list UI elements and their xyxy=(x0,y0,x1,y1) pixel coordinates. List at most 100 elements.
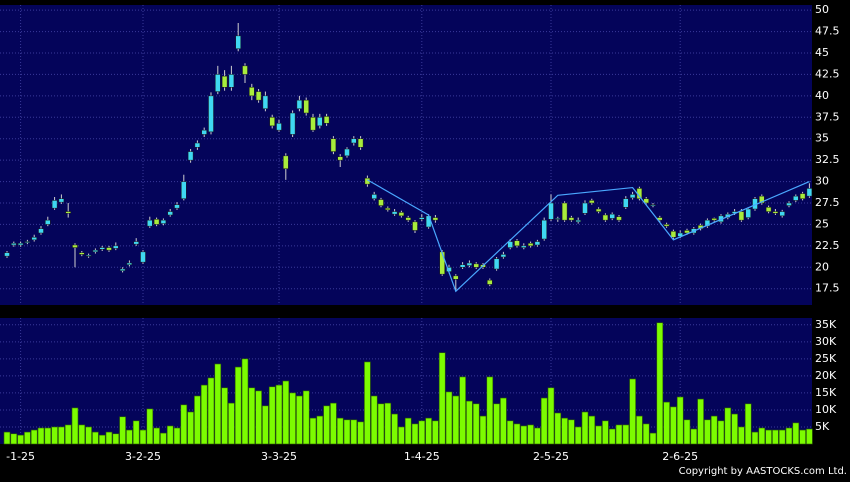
candle-body xyxy=(616,216,622,221)
candle-body xyxy=(194,142,201,148)
candle-body xyxy=(609,213,615,219)
y-tick-label: 30 xyxy=(815,175,829,188)
volume-bar xyxy=(384,402,392,445)
volume-bar xyxy=(459,376,466,445)
volume-bar xyxy=(615,424,623,445)
volume-bar xyxy=(744,403,752,445)
volume-bar xyxy=(289,392,296,445)
candle-body xyxy=(85,255,92,257)
candle-body xyxy=(575,219,581,223)
candle-body xyxy=(38,228,44,234)
volume-bar xyxy=(663,401,670,445)
candle-body xyxy=(228,74,235,88)
candle-body xyxy=(459,264,466,268)
candle-body xyxy=(351,138,357,144)
candle-body xyxy=(58,198,65,203)
volume-bar xyxy=(350,419,358,445)
candle-body xyxy=(500,254,507,258)
trend-line xyxy=(367,179,810,293)
candle-body xyxy=(650,204,656,206)
volume-bar xyxy=(302,390,310,445)
volume-bar xyxy=(44,427,52,445)
volume-bar xyxy=(221,387,228,445)
volume-bar xyxy=(595,425,602,445)
candle-body xyxy=(555,218,561,220)
candle-body xyxy=(208,95,214,133)
candle-body xyxy=(568,217,575,221)
volume-bar xyxy=(153,427,160,445)
volume-bar xyxy=(642,423,650,445)
volume-bar xyxy=(445,391,453,445)
y-tick-label: 50 xyxy=(815,3,829,16)
y-tick-label: 27.5 xyxy=(815,196,840,209)
candle-body xyxy=(684,230,690,234)
volume-bar xyxy=(112,433,120,445)
volume-bar xyxy=(799,429,806,445)
volume-bar xyxy=(132,420,140,445)
volume-bar xyxy=(160,432,167,445)
volume-bar xyxy=(262,405,269,445)
candle-body xyxy=(765,207,772,212)
candle-body xyxy=(51,200,58,209)
candle-body xyxy=(521,245,527,248)
y-tick-label: 25 xyxy=(815,217,829,230)
candle-body xyxy=(181,181,187,199)
candle-body xyxy=(629,194,636,199)
candle-body xyxy=(623,198,629,208)
y-tick-label: 22.5 xyxy=(815,239,840,252)
volume-bar xyxy=(710,415,718,445)
y-tick-label: 35 xyxy=(815,132,829,145)
volume-bar xyxy=(452,395,460,445)
y-tick-label: 37.5 xyxy=(815,110,840,123)
volume-bar xyxy=(486,376,494,445)
volume-bar xyxy=(105,431,113,445)
candle-body xyxy=(45,219,51,225)
candle-body xyxy=(249,87,255,97)
volume-bar xyxy=(534,427,541,445)
volume-bar xyxy=(602,420,609,445)
candle-body xyxy=(806,188,813,197)
volume-bar xyxy=(629,378,636,445)
volume-bar xyxy=(636,415,643,445)
y-tick-label: 45 xyxy=(815,46,829,59)
volume-bar xyxy=(792,422,800,445)
candle-body xyxy=(323,116,330,124)
price-panel xyxy=(0,5,812,305)
candle-body xyxy=(759,195,765,204)
volume-bar xyxy=(806,428,813,445)
candle-body xyxy=(221,75,228,88)
volume-bar xyxy=(357,421,364,445)
candle-body xyxy=(738,211,745,221)
candle-body xyxy=(561,202,568,221)
candle-body xyxy=(242,65,248,75)
volume-bar xyxy=(398,426,405,445)
candle-body xyxy=(262,95,269,109)
volume-bar xyxy=(697,398,704,445)
candle-body xyxy=(72,244,78,248)
volume-bar xyxy=(126,429,133,445)
x-tick-label: 2-5-25 xyxy=(533,450,569,463)
volume-bar xyxy=(731,413,738,445)
candle-body xyxy=(391,211,398,215)
candle-body xyxy=(174,204,180,209)
volume-bar xyxy=(493,403,500,445)
candle-body xyxy=(534,241,541,246)
y-tick-label: 30K xyxy=(815,335,837,348)
volume-bar xyxy=(234,366,242,445)
candle-body xyxy=(160,219,167,224)
volume-bar xyxy=(676,396,684,445)
volume-bar xyxy=(704,419,711,445)
volume-bar xyxy=(785,427,793,445)
volume-bar xyxy=(187,411,194,445)
candle-body xyxy=(398,212,405,217)
volume-bar xyxy=(119,416,126,445)
candle-body xyxy=(786,202,792,206)
x-tick-label: 2-6-25 xyxy=(662,450,698,463)
candle-body xyxy=(99,247,105,250)
volume-bar xyxy=(336,417,344,445)
volume-bar xyxy=(581,411,589,445)
candle-body xyxy=(11,243,17,246)
volume-bar xyxy=(268,386,276,445)
volume-bar xyxy=(377,403,385,445)
candle-body xyxy=(412,221,418,231)
